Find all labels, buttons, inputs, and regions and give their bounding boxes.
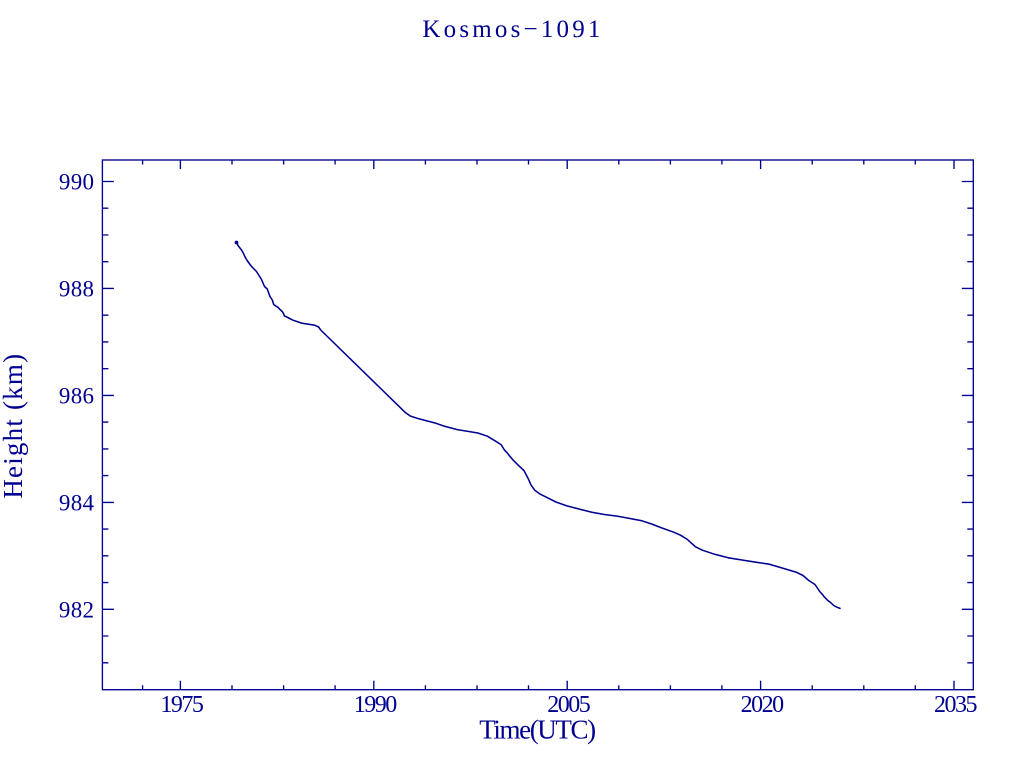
svg-text:1990: 1990 — [354, 692, 398, 718]
svg-text:2035: 2035 — [934, 692, 978, 718]
svg-text:990: 990 — [59, 170, 94, 195]
svg-text:2020: 2020 — [741, 692, 785, 718]
svg-text:988: 988 — [59, 276, 94, 301]
svg-text:2005: 2005 — [547, 692, 591, 718]
svg-text:Time(UTC): Time(UTC) — [479, 715, 595, 745]
svg-text:986: 986 — [59, 383, 94, 408]
svg-text:Kosmos−1091: Kosmos−1091 — [422, 16, 603, 43]
svg-text:982: 982 — [59, 597, 94, 622]
svg-text:1975: 1975 — [160, 692, 204, 718]
svg-text:Height (km): Height (km) — [0, 353, 28, 499]
svg-text:984: 984 — [59, 490, 95, 515]
